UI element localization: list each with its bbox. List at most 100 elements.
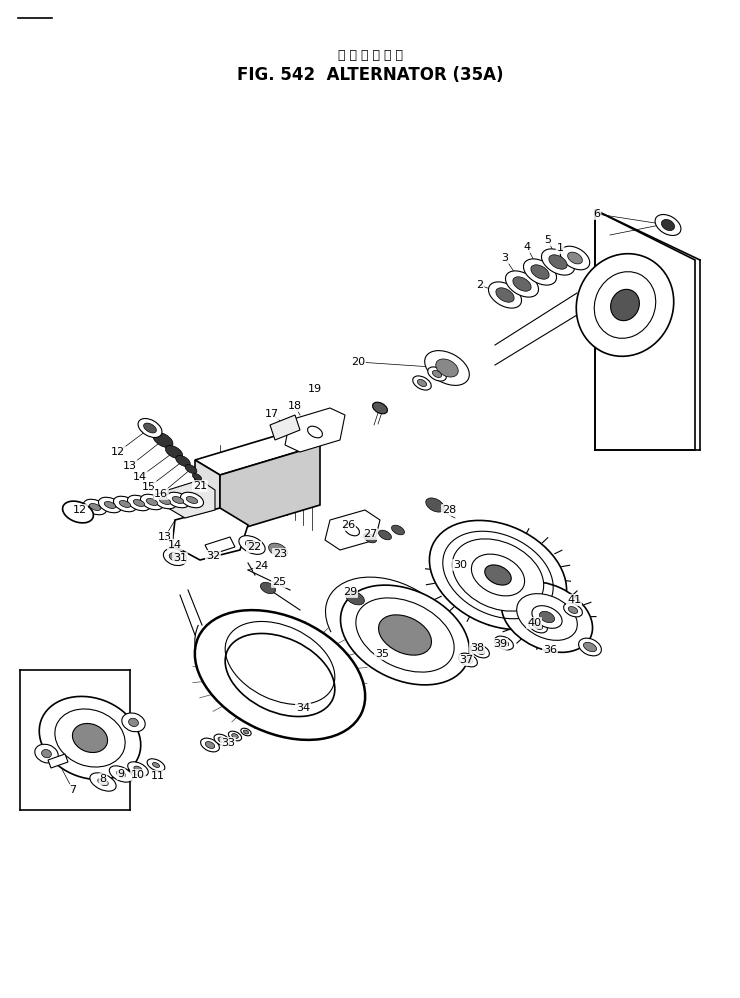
Text: 11: 11 [151,771,165,781]
Ellipse shape [528,619,548,633]
Ellipse shape [378,615,431,655]
Ellipse shape [192,473,201,480]
Ellipse shape [425,498,444,512]
Text: 29: 29 [343,587,357,597]
Ellipse shape [471,644,489,658]
Ellipse shape [232,734,238,739]
Ellipse shape [122,713,145,732]
Polygon shape [220,445,320,535]
Ellipse shape [340,585,469,685]
Ellipse shape [428,367,446,381]
Text: 5: 5 [545,235,551,245]
Ellipse shape [363,533,377,543]
Text: 37: 37 [459,655,473,665]
Text: 17: 17 [265,409,279,419]
Text: 41: 41 [567,595,581,605]
Ellipse shape [576,253,673,356]
Ellipse shape [345,524,360,536]
Ellipse shape [485,565,511,585]
Polygon shape [48,754,68,768]
Ellipse shape [534,623,542,630]
Ellipse shape [153,432,173,447]
Polygon shape [168,480,215,518]
Ellipse shape [432,370,442,377]
Ellipse shape [144,423,156,433]
Ellipse shape [429,520,567,630]
Polygon shape [172,508,248,560]
Text: 4: 4 [523,242,531,252]
Ellipse shape [579,638,602,656]
Text: 24: 24 [254,561,268,571]
Ellipse shape [110,765,132,782]
Ellipse shape [165,445,183,458]
Ellipse shape [459,653,477,667]
Ellipse shape [517,594,577,641]
Text: 13: 13 [158,532,172,542]
Ellipse shape [185,464,197,473]
Ellipse shape [175,455,190,466]
Ellipse shape [218,738,226,743]
Ellipse shape [166,492,189,508]
Ellipse shape [159,498,171,504]
Ellipse shape [98,497,121,513]
Ellipse shape [239,536,265,554]
Ellipse shape [308,426,323,438]
Text: 35: 35 [375,649,389,659]
Ellipse shape [417,379,427,386]
Ellipse shape [372,402,388,414]
Text: 32: 32 [206,551,220,561]
Ellipse shape [475,648,485,655]
Ellipse shape [425,350,469,385]
Ellipse shape [246,540,258,550]
Text: 14: 14 [133,472,147,482]
Ellipse shape [172,497,184,503]
Ellipse shape [532,606,562,629]
Ellipse shape [113,496,136,512]
Ellipse shape [186,497,198,503]
Ellipse shape [594,271,656,338]
Text: 38: 38 [470,643,484,653]
Ellipse shape [513,276,531,291]
Text: 34: 34 [296,703,310,713]
Text: 22: 22 [247,542,261,552]
Ellipse shape [225,634,334,717]
Ellipse shape [379,530,391,540]
Ellipse shape [41,749,51,757]
Ellipse shape [662,220,675,231]
Text: 30: 30 [453,560,467,570]
Ellipse shape [413,376,431,390]
Ellipse shape [471,554,525,596]
Text: 21: 21 [193,481,207,491]
Ellipse shape [542,249,574,275]
Ellipse shape [119,501,131,508]
Text: オ ル タ ネ ー タ: オ ル タ ネ ー タ [337,49,403,62]
Ellipse shape [63,501,93,523]
Ellipse shape [229,732,241,741]
Ellipse shape [488,281,522,308]
Ellipse shape [240,729,251,736]
Text: 36: 36 [543,645,557,655]
Text: 18: 18 [288,401,302,411]
Ellipse shape [523,258,556,285]
Text: 31: 31 [173,553,187,563]
Ellipse shape [260,583,275,594]
Ellipse shape [500,640,508,647]
Text: 3: 3 [502,253,508,263]
Ellipse shape [169,553,181,561]
Ellipse shape [494,636,514,650]
Text: 9: 9 [118,769,124,779]
Ellipse shape [564,603,582,617]
Ellipse shape [201,739,220,751]
Ellipse shape [463,657,473,664]
Text: 6: 6 [593,209,600,219]
Ellipse shape [655,215,681,236]
Ellipse shape [164,549,186,566]
Text: 27: 27 [363,529,377,539]
Polygon shape [285,408,345,452]
Polygon shape [195,460,220,535]
Ellipse shape [55,709,125,767]
Polygon shape [270,415,300,440]
Ellipse shape [90,772,116,791]
Text: 14: 14 [168,540,182,550]
Text: 16: 16 [154,489,168,499]
